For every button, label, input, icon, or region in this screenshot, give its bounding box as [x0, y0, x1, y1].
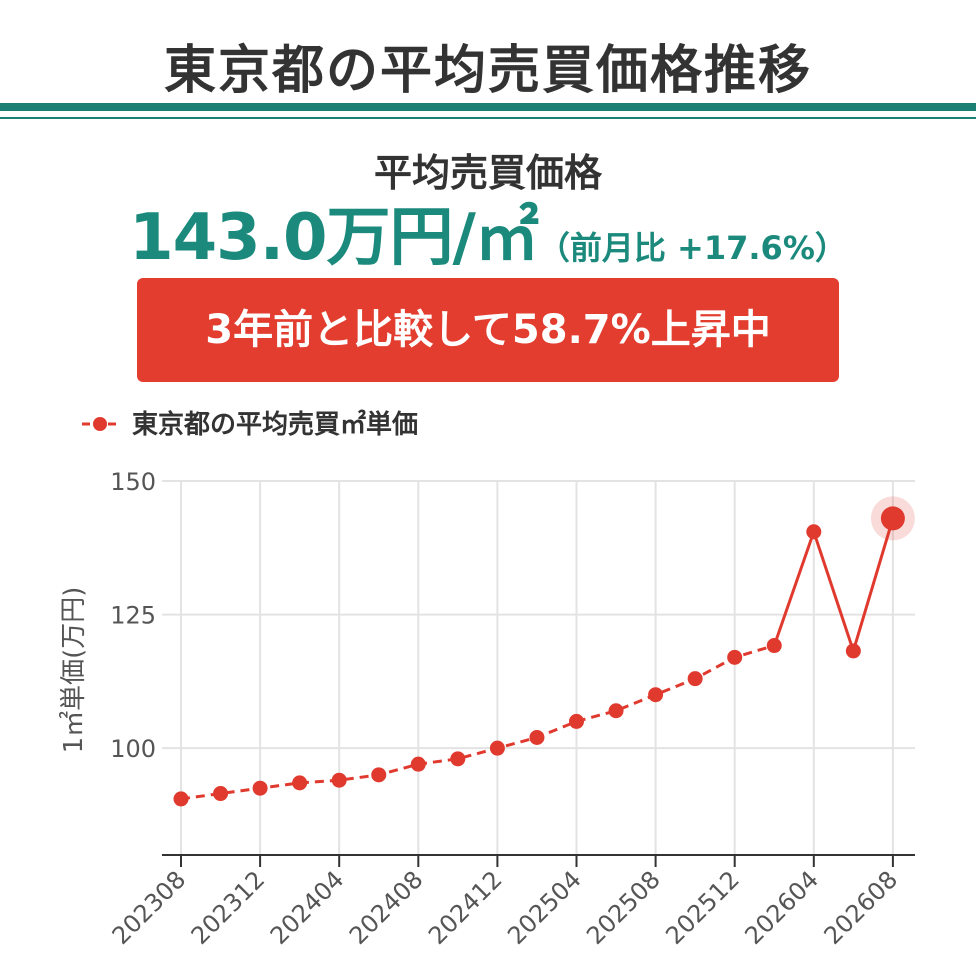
chart-grid: [162, 480, 915, 855]
data-point: [410, 756, 426, 772]
y-tick-label: 125: [110, 602, 156, 630]
x-tick-label: 202608: [819, 865, 904, 950]
chart-legend: 東京都の平均売買㎡単価: [82, 409, 418, 440]
average-price-label: 平均売買価格: [373, 151, 602, 195]
x-tick-label: 202412: [423, 865, 508, 950]
growth-banner: 3年前と比較して58.7%上昇中: [137, 278, 839, 382]
y-tick-label: 150: [110, 468, 156, 496]
data-point: [173, 791, 189, 807]
data-point: [766, 638, 782, 654]
data-point: [331, 772, 347, 788]
x-tick-label: 202404: [265, 865, 350, 950]
title-underline-thick: [0, 103, 976, 111]
data-point: [806, 524, 822, 540]
x-tick-label: 202408: [344, 865, 429, 950]
series-line-solid: [772, 517, 895, 656]
price-summary: 143.0万円/㎡（前月比 +17.6%）: [0, 186, 976, 278]
data-point: [252, 780, 268, 796]
legend-marker-swatch: [93, 417, 107, 431]
data-point: [529, 729, 545, 745]
y-tick-label: 100: [110, 735, 156, 763]
data-point: [213, 786, 229, 802]
series-line-dashed: [180, 644, 775, 801]
x-tick-label: 202312: [186, 865, 271, 950]
legend-label: 東京都の平均売買㎡単価: [132, 409, 418, 440]
data-point: [371, 767, 387, 783]
chart-axes: 1001251502023082023122024042024082024122…: [107, 468, 915, 950]
data-point: [648, 687, 664, 703]
latest-data-point: [880, 506, 905, 531]
data-point: [845, 643, 861, 659]
data-point: [727, 649, 743, 665]
page-title: 東京都の平均売買価格推移: [163, 41, 812, 101]
x-tick-label: 202504: [502, 865, 587, 950]
data-point: [292, 775, 308, 791]
chart-series: [173, 496, 915, 807]
x-tick-label: 202604: [739, 865, 824, 950]
title-underline-thin: [0, 117, 976, 119]
y-axis-label: 1㎡単価(万円): [59, 587, 89, 754]
data-point: [569, 713, 584, 729]
average-price-value: 143.0万円/㎡: [129, 201, 539, 275]
x-tick-label: 202512: [660, 865, 745, 950]
data-point: [608, 703, 624, 719]
data-point: [687, 671, 703, 687]
data-point: [450, 751, 466, 767]
data-point: [489, 740, 505, 756]
x-tick-label: 202308: [107, 865, 192, 950]
month-over-month-change: （前月比 +17.6%）: [537, 229, 847, 267]
x-tick-label: 202508: [581, 865, 666, 950]
